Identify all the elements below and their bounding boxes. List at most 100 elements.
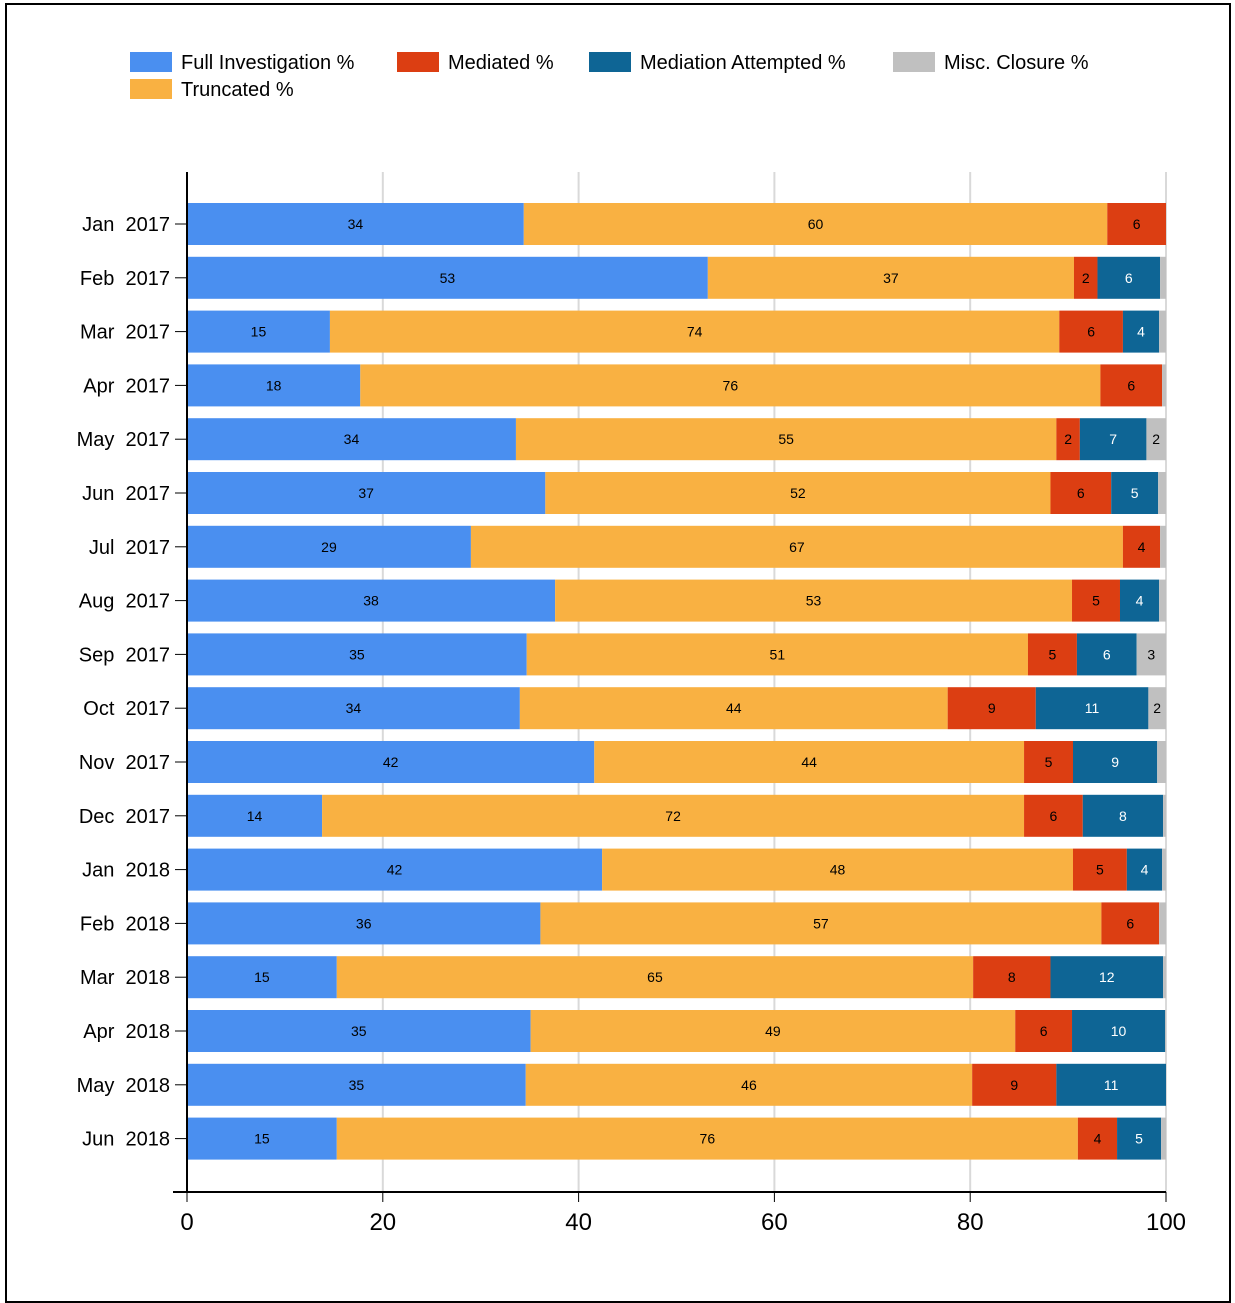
- data-label: 2: [1152, 431, 1160, 447]
- bar-segment: [470, 525, 1123, 568]
- bar-segment: [973, 956, 1051, 999]
- data-label: 36: [356, 915, 372, 931]
- bar-segment: [545, 472, 1051, 514]
- bar-segment: [525, 1063, 973, 1106]
- data-label: 6: [1133, 216, 1141, 232]
- bar-segment: [1157, 741, 1166, 783]
- y-tick-label: Oct 2017: [83, 698, 170, 720]
- bar-segment: [187, 418, 516, 461]
- data-label: 5: [1131, 485, 1139, 501]
- legend-swatch-mediation-attempted: [589, 52, 631, 72]
- y-tick-label: Jun 2018: [82, 1129, 170, 1151]
- data-label: 2: [1153, 700, 1161, 716]
- data-label: 5: [1045, 754, 1053, 770]
- bar-segment: [1050, 956, 1164, 999]
- data-label: 44: [801, 754, 817, 770]
- bar-segment: [519, 687, 948, 730]
- y-tick-label: Apr 2017: [83, 375, 170, 397]
- data-label: 67: [789, 539, 805, 555]
- bar-segment: [1059, 310, 1123, 353]
- bar-segment: [360, 364, 1101, 407]
- y-tick-label: Jan 2018: [82, 860, 170, 882]
- data-label: 72: [665, 808, 681, 824]
- bar-segment: [1024, 794, 1083, 837]
- bar-segment: [329, 310, 1060, 353]
- bar-segment: [1162, 364, 1166, 407]
- data-label: 74: [687, 324, 703, 340]
- bar-segment: [1136, 633, 1166, 676]
- data-label: 44: [726, 700, 742, 716]
- data-label: 60: [808, 216, 824, 232]
- data-label: 8: [1119, 808, 1127, 824]
- bar-segment: [1072, 1010, 1166, 1052]
- bar-segment: [187, 741, 595, 783]
- bar-segment: [1024, 741, 1073, 783]
- bar-segment: [1163, 794, 1166, 837]
- bar-segment: [1159, 902, 1166, 945]
- y-tick-label: Mar 2017: [80, 322, 170, 344]
- data-label: 49: [765, 1023, 781, 1039]
- bar-segment: [515, 418, 1057, 461]
- data-label: 6: [1050, 808, 1058, 824]
- data-label: 6: [1040, 1023, 1048, 1039]
- y-tick-label: Nov 2017: [79, 752, 170, 774]
- data-label: 34: [346, 700, 362, 716]
- data-label: 52: [790, 485, 806, 501]
- data-label: 76: [700, 1131, 716, 1147]
- bar-segment: [555, 579, 1073, 622]
- bar-segment: [1165, 1010, 1166, 1052]
- bar-segment: [187, 256, 708, 299]
- bar-segment: [1161, 1117, 1166, 1160]
- bar-segment: [1100, 364, 1163, 407]
- bar-segment: [1056, 1063, 1166, 1106]
- bar-segment: [187, 956, 337, 999]
- bar-segment: [594, 741, 1025, 783]
- bar-segment: [1077, 1117, 1118, 1160]
- data-label: 48: [830, 862, 846, 878]
- bar-segment: [1072, 741, 1158, 783]
- data-label: 10: [1111, 1023, 1127, 1039]
- bar-segment: [1027, 633, 1077, 676]
- bar-segment: [1122, 525, 1161, 568]
- bar-segment: [187, 902, 541, 945]
- data-label: 12: [1099, 969, 1115, 985]
- data-label: 9: [1010, 1077, 1018, 1093]
- y-tick-label: Dec 2017: [79, 806, 170, 828]
- x-tick-label: 20: [369, 1209, 396, 1236]
- bar-segment: [972, 1063, 1057, 1106]
- data-label: 55: [778, 431, 794, 447]
- bar-segment: [1126, 848, 1163, 891]
- legend-label-mediation-attempted: Mediation Attempted %: [640, 52, 846, 74]
- bar-segment: [336, 1117, 1078, 1160]
- bar-segment: [187, 794, 323, 837]
- bar-segment: [1101, 902, 1160, 945]
- bar-segment: [1097, 256, 1161, 299]
- x-tick-label: 40: [565, 1209, 592, 1236]
- x-tick-label: 0: [180, 1209, 193, 1236]
- bar-segment: [1159, 310, 1166, 353]
- data-label: 34: [348, 216, 364, 232]
- bar-segment: [1111, 472, 1159, 514]
- bar-segment: [1015, 1010, 1073, 1052]
- data-label: 2: [1064, 431, 1072, 447]
- legend-swatch-misc-closure: [893, 52, 935, 72]
- data-label: 42: [383, 754, 399, 770]
- bar-segment: [1117, 1117, 1162, 1160]
- data-label: 7: [1109, 431, 1117, 447]
- bar-segment: [322, 794, 1025, 837]
- data-label: 65: [647, 969, 663, 985]
- legend: Full Investigation % Mediated % Mediation …: [130, 52, 1089, 101]
- y-tick-label: Apr 2018: [83, 1021, 170, 1043]
- bar-segment: [187, 1117, 337, 1160]
- data-label: 6: [1125, 270, 1133, 286]
- data-label: 37: [883, 270, 899, 286]
- data-label: 14: [247, 808, 263, 824]
- data-label: 35: [351, 1023, 367, 1039]
- y-tick-label: Mar 2018: [80, 967, 170, 989]
- data-label: 51: [770, 646, 786, 662]
- x-tick-label: 80: [957, 1209, 984, 1236]
- bar-segment: [187, 848, 603, 891]
- data-label: 15: [251, 324, 267, 340]
- legend-label-truncated: Truncated %: [181, 79, 294, 101]
- data-label: 46: [741, 1077, 757, 1093]
